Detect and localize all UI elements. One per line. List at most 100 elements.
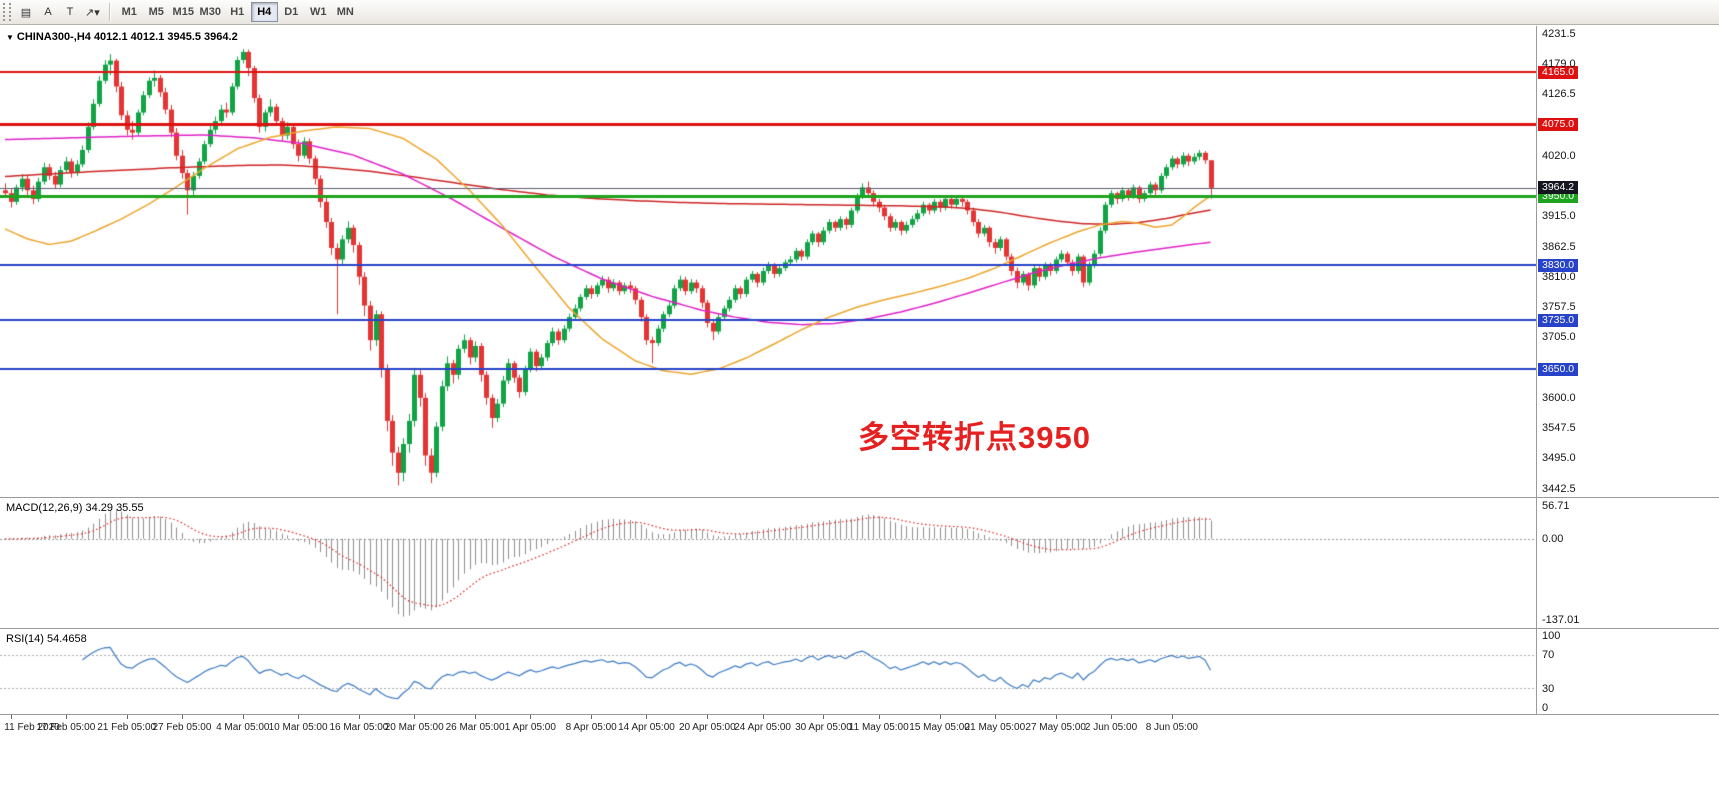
price-axis-label: 3915.0 bbox=[1542, 210, 1576, 223]
time-axis-label: 4 Mar 05:00 bbox=[216, 722, 270, 733]
rsi-value: 54.4658 bbox=[46, 633, 87, 645]
macd-panel[interactable] bbox=[0, 498, 1536, 628]
timeframe-button-h4[interactable]: H4 bbox=[250, 2, 278, 22]
time-axis-label: 16 Mar 05:00 bbox=[329, 722, 389, 733]
price-line-badge: 4075.0 bbox=[1538, 118, 1579, 131]
chart-annotation-text: 多空转折点3950 bbox=[858, 420, 1091, 455]
macd-values: 34.29 35.55 bbox=[85, 502, 144, 514]
time-tick bbox=[530, 715, 531, 719]
time-axis-label: 14 Apr 05:00 bbox=[618, 722, 675, 733]
time-axis-label: 26 Mar 05:00 bbox=[445, 722, 505, 733]
candlestick-chart[interactable] bbox=[0, 26, 1536, 497]
chart-title: ▼ CHINA300-,H4 4012.1 4012.1 3945.5 3964.… bbox=[6, 31, 238, 43]
time-axis-label: 30 Apr 05:00 bbox=[795, 722, 852, 733]
price-axis-label: 3705.0 bbox=[1542, 331, 1576, 344]
time-tick bbox=[1111, 715, 1112, 719]
time-axis-label: 21 May 05:00 bbox=[964, 722, 1026, 733]
timeframe-button-m15[interactable]: M15 bbox=[172, 6, 194, 18]
time-tick bbox=[823, 715, 824, 719]
time-axis-label: 11 May 05:00 bbox=[848, 722, 909, 733]
timeframe-button-h1[interactable]: H1 bbox=[230, 6, 245, 18]
chart-window: ▼ CHINA300-,H4 4012.1 4012.1 3945.5 3964.… bbox=[0, 26, 1719, 791]
macd-axis-label: 56.71 bbox=[1542, 500, 1570, 512]
current-price-badge: 3964.2 bbox=[1538, 180, 1579, 194]
time-tick bbox=[1056, 715, 1057, 719]
time-tick bbox=[879, 715, 880, 719]
rsi-axis-label: 30 bbox=[1542, 682, 1555, 695]
chart-grid-tool-icon[interactable]: ▤ bbox=[20, 6, 32, 19]
time-tick bbox=[707, 715, 708, 719]
time-tick bbox=[359, 715, 360, 719]
chart-title-text: CHINA300-,H4 4012.1 4012.1 3945.5 3964.2 bbox=[16, 31, 238, 43]
time-axis-label: 20 Mar 05:00 bbox=[384, 722, 444, 733]
price-axis-label: 4020.0 bbox=[1542, 149, 1576, 162]
panel-separator bbox=[0, 497, 1719, 498]
symbol-dropdown-icon[interactable]: ▼ bbox=[6, 33, 14, 42]
macd-axis-label: -137.01 bbox=[1542, 614, 1580, 626]
time-tick bbox=[1172, 715, 1173, 719]
price-axis-label: 3757.5 bbox=[1542, 301, 1576, 314]
arrow-draw-tool-icon[interactable]: ↗▾ bbox=[85, 6, 100, 19]
price-line-badge: 3830.0 bbox=[1538, 259, 1579, 273]
time-tick bbox=[127, 715, 128, 719]
tool-button-group: ▤ A T ↗▾ bbox=[15, 2, 104, 22]
time-tick bbox=[66, 715, 67, 719]
time-axis-label: 27 May 05:00 bbox=[1025, 722, 1086, 733]
price-axis-label: 3495.0 bbox=[1542, 452, 1576, 465]
time-tick bbox=[591, 715, 592, 719]
macd-label: MACD(12,26,9) 34.29 35.55 bbox=[6, 502, 144, 514]
panel-separator bbox=[0, 714, 1719, 715]
text-label-tool-icon[interactable]: A bbox=[44, 6, 52, 18]
price-axis-label: 4231.5 bbox=[1542, 27, 1576, 40]
time-axis-label: 15 May 05:00 bbox=[909, 722, 970, 733]
time-tick bbox=[646, 715, 647, 719]
time-axis-label: 24 Apr 05:00 bbox=[734, 722, 791, 733]
price-line-badge: 3735.0 bbox=[1538, 314, 1579, 327]
time-tick bbox=[475, 715, 476, 719]
panel-separator bbox=[0, 628, 1719, 629]
price-axis-label: 3810.0 bbox=[1542, 270, 1576, 283]
time-axis-label: 8 Jun 05:00 bbox=[1145, 722, 1198, 733]
rsi-panel[interactable] bbox=[0, 629, 1536, 714]
rsi-axis-label: 70 bbox=[1542, 648, 1555, 661]
price-axis-label: 3442.5 bbox=[1542, 482, 1576, 495]
timeframe-button-d1[interactable]: D1 bbox=[284, 6, 299, 18]
price-line-badge: 3650.0 bbox=[1538, 363, 1579, 377]
rsi-name: RSI(14) bbox=[6, 633, 44, 645]
price-axis-label: 3862.5 bbox=[1542, 240, 1576, 253]
toolbar-separator bbox=[108, 3, 111, 21]
macd-name: MACD(12,26,9) bbox=[6, 502, 83, 514]
price-axis-label: 3547.5 bbox=[1542, 422, 1576, 435]
time-axis-label: 2 Jun 05:00 bbox=[1084, 722, 1138, 733]
time-tick bbox=[763, 715, 764, 719]
price-axis-separator bbox=[1536, 26, 1537, 714]
time-axis-label: 20 Apr 05:00 bbox=[678, 722, 736, 733]
time-axis-label: 8 Apr 05:00 bbox=[565, 722, 617, 733]
time-tick bbox=[940, 715, 941, 719]
timeframe-button-w1[interactable]: W1 bbox=[310, 6, 327, 18]
time-axis-label: 21 Feb 05:00 bbox=[97, 722, 157, 733]
time-tick bbox=[182, 715, 183, 719]
price-axis-label: 4179.0 bbox=[1542, 58, 1576, 71]
text-box-tool-icon[interactable]: T bbox=[66, 6, 74, 18]
timeframe-button-mn[interactable]: MN bbox=[336, 6, 354, 18]
timeframe-group: M1 M5 M15 M30 H1 H4 D1 W1 MN bbox=[116, 2, 359, 22]
price-line-badge: 4165.0 bbox=[1538, 66, 1579, 80]
time-tick bbox=[11, 715, 12, 719]
time-axis-label: 10 Mar 05:00 bbox=[268, 722, 328, 733]
timeframe-button-m30[interactable]: M30 bbox=[199, 6, 221, 18]
time-tick bbox=[414, 715, 415, 719]
price-axis-label: 4126.5 bbox=[1542, 88, 1576, 101]
rsi-label: RSI(14) 54.4658 bbox=[6, 633, 87, 645]
time-axis-label: 1 Apr 05:00 bbox=[504, 722, 556, 733]
timeframe-button-m1[interactable]: M1 bbox=[121, 6, 137, 18]
time-tick bbox=[243, 715, 244, 719]
time-tick bbox=[298, 715, 299, 719]
price-line-badge: 3950.0 bbox=[1538, 190, 1579, 204]
timeframe-button-m5[interactable]: M5 bbox=[148, 6, 164, 18]
time-axis-label: 17 Feb 05:00 bbox=[36, 722, 96, 733]
price-axis-label: 3600.0 bbox=[1542, 391, 1576, 404]
time-tick bbox=[995, 715, 996, 719]
macd-axis-label: 0.00 bbox=[1542, 532, 1564, 545]
toolbar-grip[interactable] bbox=[3, 3, 11, 21]
